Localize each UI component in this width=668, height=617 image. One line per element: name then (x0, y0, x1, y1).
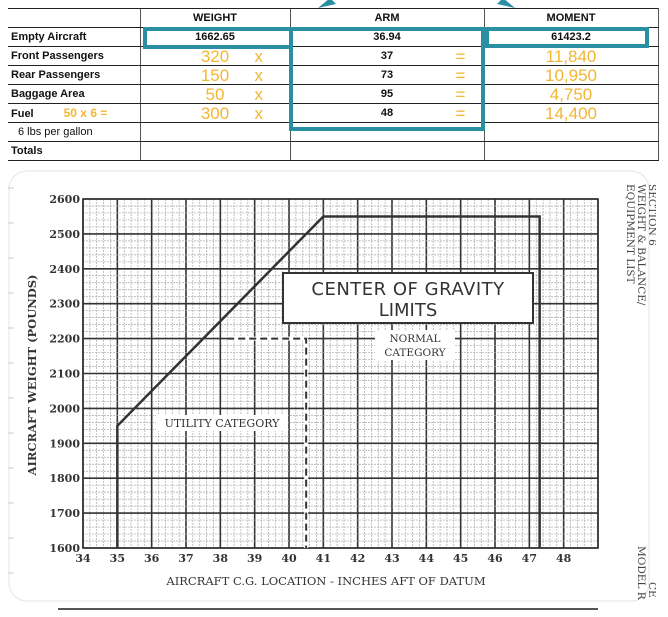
x-tick-label: 37 (178, 552, 193, 565)
y-tick-label: 1800 (49, 472, 80, 485)
x-tick-label: 36 (144, 552, 160, 565)
y-tick-label: 2600 (49, 193, 80, 206)
normal-envelope-line (116, 215, 541, 548)
y-tick-label: 2200 (49, 333, 80, 346)
x-tick-label: 40 (281, 552, 297, 565)
y-tick-label: 2300 (49, 298, 80, 311)
svg-text:LIMITS: LIMITS (379, 300, 438, 321)
weight-value (139, 141, 290, 161)
arm-value: 73 (380, 69, 394, 81)
svg-text:CENTER OF GRAVITY: CENTER OF GRAVITY (311, 279, 505, 300)
model-side-text: MODEL R (635, 546, 647, 601)
multiply-sign: x (254, 104, 264, 123)
x-tick-label: 34 (75, 552, 91, 565)
x-tick-label: 35 (110, 552, 125, 565)
plot-border (82, 198, 599, 549)
multiply-sign: x (254, 47, 264, 66)
utility-limit-line (227, 337, 308, 548)
normal-category-label: NORMAL (389, 333, 440, 345)
weight-value (139, 122, 290, 142)
row-label: Rear Passengers (8, 65, 140, 85)
equals-sign: = (455, 66, 466, 85)
annotation-arrows (318, 0, 515, 8)
moment-value: 4,750 (549, 84, 593, 104)
fuel-calc-note: 50 x 6 = (63, 106, 108, 120)
model-side-text: CE (646, 582, 656, 598)
multiply-sign: x (254, 85, 264, 104)
row-label: Front Passengers (8, 46, 140, 66)
svg-text:CATEGORY: CATEGORY (384, 347, 446, 359)
row-label: Empty Aircraft (8, 27, 140, 47)
table-row: Totals (8, 141, 659, 161)
weight-value: 1662.65 (139, 27, 290, 47)
chart-card-bg (8, 170, 650, 602)
x-tick-label: 43 (384, 552, 399, 565)
header-weight: WEIGHT (139, 8, 290, 28)
section-side-text: SECTION 6 (646, 184, 656, 246)
weight-value: 300 (200, 103, 230, 123)
y-axis-label: AIRCRAFT WEIGHT (POUNDS) (25, 275, 39, 477)
arm-value (289, 141, 484, 161)
y-tick-label: 2000 (49, 402, 80, 415)
row-label: 6 lbs per gallon (8, 122, 140, 142)
x-tick-label: 41 (316, 552, 331, 565)
table-row: Rear Passengers 150 x 73 = 10,950 (8, 65, 659, 85)
y-tick-label: 2500 (49, 228, 80, 241)
header-blank (8, 8, 140, 28)
section-side-text: WEIGHT & BALANCE/ (635, 184, 647, 306)
moment-value: 61423.2 (483, 27, 659, 47)
table-row: Baggage Area 50 x 95 = 4,750 (8, 84, 659, 104)
arm-value (289, 122, 484, 142)
x-tick-label: 44 (419, 552, 435, 565)
x-tick-label: 45 (453, 552, 468, 565)
x-tick-label: 47 (522, 552, 537, 565)
weight-value: 50 (205, 84, 225, 104)
table-header-row: WEIGHT ARM MOMENT (8, 8, 659, 28)
arm-value: 95 (380, 88, 394, 100)
utility-category-label: UTILITY CATEGORY (165, 417, 281, 430)
x-tick-label: 39 (247, 552, 262, 565)
moment-value: 14,400 (545, 103, 597, 123)
moment-value (483, 141, 659, 161)
row-label: Baggage Area (8, 84, 140, 104)
table-row: Empty Aircraft 1662.65 36.94 61423.2 (8, 27, 659, 47)
weight-balance-table: WEIGHT ARM MOMENT Empty Aircraft 1662.65… (8, 8, 659, 161)
moment-value: 10,950 (545, 65, 597, 85)
arm-value: 36.94 (289, 27, 484, 47)
equals-sign: = (455, 47, 466, 66)
weight-value: 320 (200, 46, 230, 66)
x-tick-label: 48 (556, 552, 572, 565)
arm-value: 48 (380, 107, 394, 119)
x-tick-label: 42 (350, 552, 365, 565)
y-tick-label: 2100 (49, 368, 80, 381)
arrow-left-icon (318, 0, 336, 8)
chart-canvas: 34 35 36 37 38 39 40 41 42 43 44 45 46 47 48 1600 1700 18… (8, 170, 656, 610)
x-tick-label: 46 (487, 552, 503, 565)
x-tick-label: 38 (213, 552, 229, 565)
y-tick-label: 1700 (49, 507, 80, 520)
weight-value: 150 (200, 65, 230, 85)
y-tick-label: 2400 (49, 263, 80, 276)
arm-value: 37 (380, 50, 394, 62)
cg-limits-chart: 34 35 36 37 38 39 40 41 42 43 44 45 46 47 48 1600 1700 18… (8, 170, 656, 610)
moment-value: 11,840 (545, 46, 597, 66)
arrow-right-icon (497, 0, 515, 8)
table-row: 6 lbs per gallon (8, 122, 659, 142)
x-axis-label: AIRCRAFT C.G. LOCATION - INCHES AFT OF D… (165, 574, 485, 588)
multiply-sign: x (254, 66, 264, 85)
y-tick-label: 1600 (49, 542, 80, 555)
section-side-text: EQUIPMENT LIST (624, 184, 636, 284)
moment-value (483, 122, 659, 142)
row-label: Totals (8, 141, 140, 161)
row-label: Fuel (11, 108, 34, 120)
y-tick-label: 1900 (49, 437, 80, 450)
equals-sign: = (455, 104, 466, 123)
table-row: Front Passengers 320 x 37 = 11,840 (8, 46, 659, 66)
equals-sign: = (455, 85, 466, 104)
table-row: Fuel 50 x 6 = 300 x 48 = 14,400 (8, 103, 659, 123)
